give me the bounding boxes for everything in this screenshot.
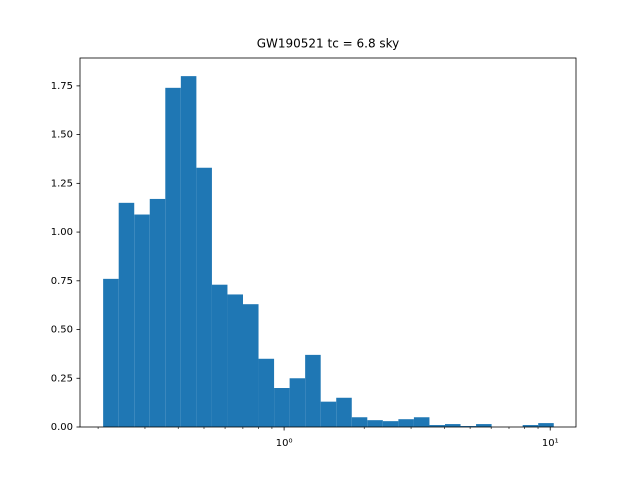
x-tick-label: 10¹: [542, 438, 559, 449]
bar: [118, 202, 135, 427]
bar: [196, 167, 212, 427]
y-tick-label: 0.75: [51, 276, 73, 287]
bar: [413, 417, 430, 427]
y-tick-label: 0.50: [51, 325, 73, 336]
bar: [460, 426, 477, 427]
y-tick-label: 0.25: [51, 373, 73, 384]
bar: [242, 304, 259, 427]
bar: [367, 420, 383, 427]
bar: [382, 421, 399, 427]
bar: [320, 401, 337, 427]
bar: [289, 378, 306, 427]
y-tick-label: 1.75: [51, 81, 73, 92]
bar: [103, 278, 119, 427]
bar: [134, 214, 150, 427]
bar: [538, 423, 554, 427]
y-tick-label: 0.00: [51, 422, 73, 433]
bar: [429, 425, 445, 427]
bar: [522, 425, 539, 427]
bar: [351, 417, 368, 427]
bar: [274, 388, 290, 427]
bar: [398, 419, 414, 427]
bar: [227, 294, 243, 427]
bar: [258, 358, 275, 427]
y-tick-label: 1.25: [51, 178, 73, 189]
bar: [336, 397, 352, 427]
chart-title: GW190521 tc = 6.8 sky: [257, 37, 400, 51]
plot-frame: [79, 57, 577, 428]
x-tick-label: 10⁰: [276, 438, 293, 449]
bar: [444, 424, 461, 427]
bar: [149, 198, 166, 427]
bar: [305, 354, 321, 427]
bar: [476, 424, 492, 427]
bar: [180, 76, 197, 428]
y-tick-label: 1.00: [51, 227, 73, 238]
y-tick-label: 1.50: [51, 130, 73, 141]
bar: [165, 87, 181, 427]
bar: [211, 284, 228, 427]
